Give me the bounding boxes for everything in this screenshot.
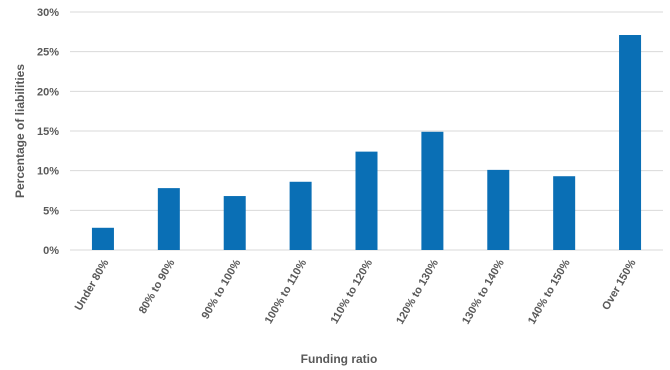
bar [487, 169, 510, 250]
x-tick-label: 110% to 120% [329, 257, 376, 326]
bar [553, 176, 576, 250]
bar [421, 131, 444, 250]
y-axis-title: Percentage of liabilities [13, 64, 27, 198]
x-axis-ticks: Under 80% 80% to 90% 90% to 100% 100% to 11… [73, 257, 639, 326]
y-tick-label: 15% [37, 126, 59, 138]
y-tick-label: 25% [37, 47, 59, 59]
y-tick-label: 0% [43, 245, 59, 257]
y-tick-label: 10% [37, 166, 59, 178]
x-tick-label: 130% to 140% [460, 257, 507, 326]
x-tick-label: Over 150% [600, 257, 639, 312]
bars [91, 35, 642, 250]
x-tick-label: 140% to 150% [526, 257, 573, 326]
bar [355, 151, 378, 250]
bar [157, 188, 180, 250]
y-tick-label: 30% [37, 7, 59, 19]
y-tick-label: 5% [43, 205, 59, 217]
bar [619, 35, 642, 250]
x-tick-label: 80% to 90% [137, 257, 178, 316]
bar [289, 181, 312, 250]
y-axis-ticks: 0% 5% 10% 15% 20% 25% 30% [37, 7, 59, 257]
x-axis-title: Funding ratio [301, 352, 378, 366]
bar [223, 196, 246, 250]
x-tick-label: 100% to 110% [263, 257, 310, 326]
bar [91, 227, 114, 250]
x-tick-label: 120% to 130% [394, 257, 441, 326]
x-tick-label: 90% to 100% [200, 257, 244, 321]
x-tick-label: Under 80% [73, 257, 112, 312]
y-tick-label: 20% [37, 86, 59, 98]
